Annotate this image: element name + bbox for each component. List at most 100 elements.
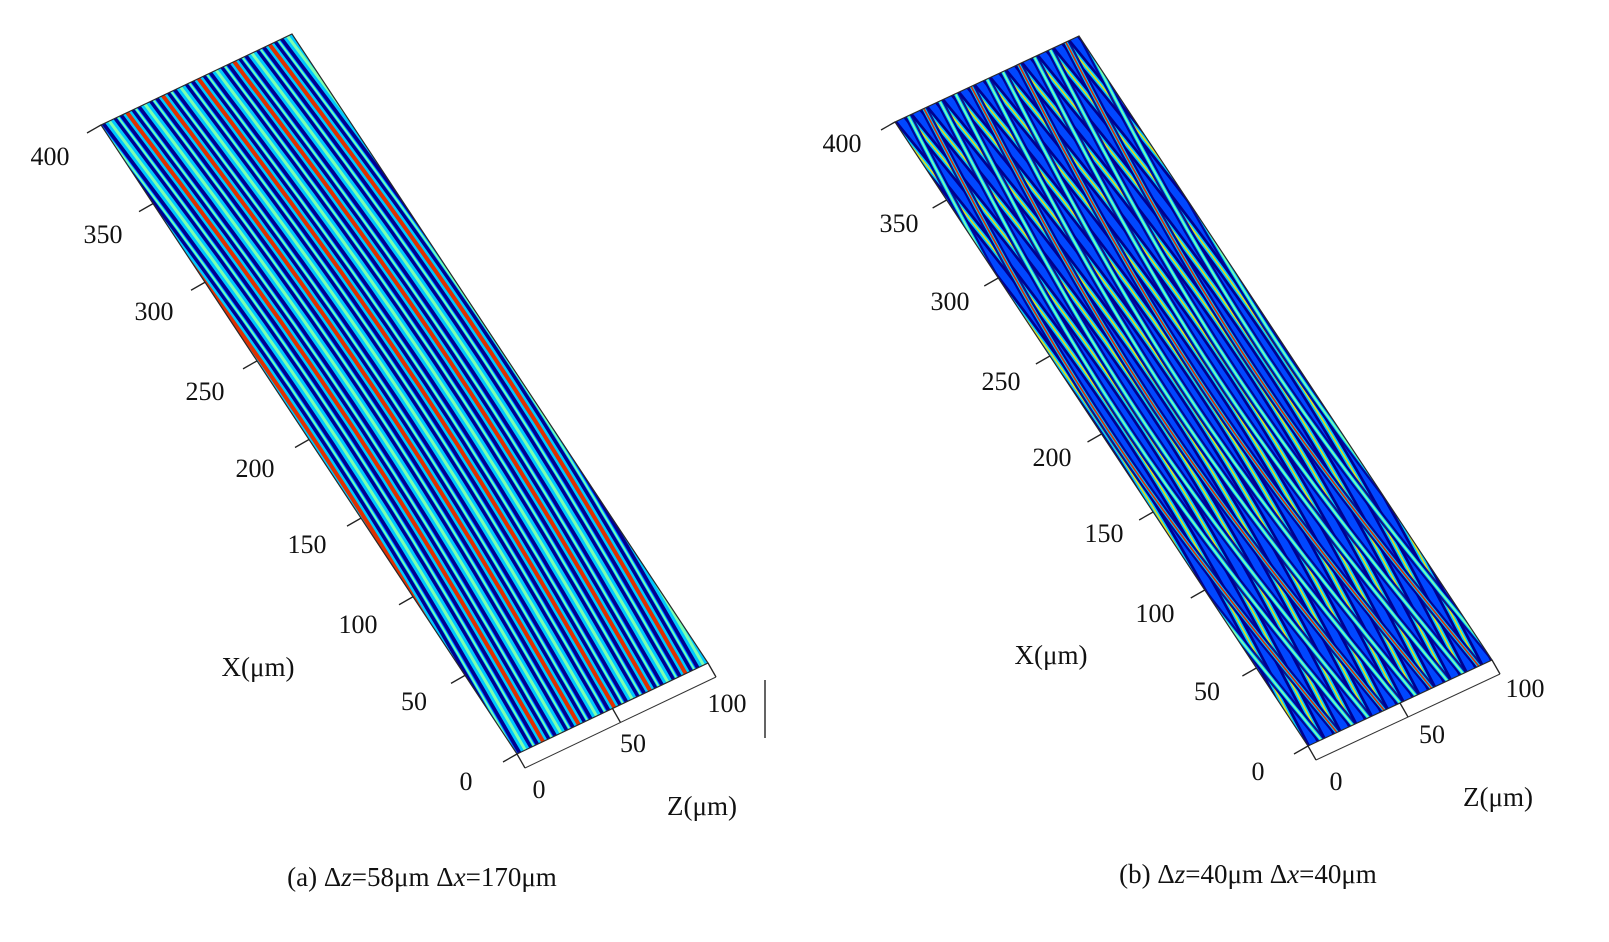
- x-tick-label-b-7: 350: [880, 209, 919, 238]
- x-tick-label-a-8: 400: [31, 142, 70, 171]
- z-tick-mark-a-1: [611, 708, 622, 723]
- x-tick-mark-a-7: [138, 203, 154, 213]
- x-tick-label-b-4: 200: [1033, 443, 1072, 472]
- caption-suffix-a: =170μm: [466, 862, 557, 892]
- x-tick-mark-b-0: [1293, 745, 1309, 755]
- x-tick-mark-b-2: [1190, 589, 1206, 599]
- x-tick-mark-b-7: [932, 199, 947, 209]
- fringe-fam2-7-layer-2: [969, 45, 1425, 734]
- x-axis-title-b: X(μm): [1015, 640, 1088, 670]
- panel-caption-b: (b) Δz=40μm Δx=40μm: [1119, 859, 1377, 889]
- x-tick-label-a-2: 100: [339, 610, 378, 639]
- fringe-main-9-layer-2: [227, 34, 688, 716]
- z-axis-line-b: [1315, 673, 1501, 761]
- x-tick-label-b-2: 100: [1136, 599, 1175, 628]
- z-tick-label-b-2: 100: [1506, 674, 1545, 703]
- fringe-field-a: [101, 34, 708, 754]
- x-axis-title-a: X(μm): [222, 652, 295, 682]
- x-tick-mark-a-6: [190, 281, 206, 291]
- z-axis-line-a: [524, 676, 717, 769]
- fringe-minor-5-layer-1: [165, 52, 625, 745]
- x-tick-mark-b-4: [1087, 433, 1102, 443]
- x-tick-mark-a-0: [502, 753, 518, 763]
- fringe-minor-7-layer-1: [201, 35, 661, 728]
- x-tick-label-a-5: 250: [186, 377, 225, 406]
- caption-suffix-b: =40μm: [1299, 859, 1377, 889]
- panel-a: 0 50 100 0 50 100 150 200 250 300 350 400 X(μm) Z(μm)…: [31, 33, 766, 892]
- fringe-minor-0-layer-1: [101, 94, 536, 754]
- fringe-fam2-13-layer-2: [1063, 36, 1492, 689]
- panel-caption-a: (a) Δz=58μm Δx=170μm: [287, 862, 557, 892]
- x-tick-mark-a-5: [242, 360, 258, 370]
- z-tick-mark-a-0: [516, 753, 526, 769]
- caption-v2-b: x: [1286, 859, 1299, 889]
- fringe-minor-6-layer-1: [183, 43, 643, 737]
- x-tick-label-a-6: 300: [135, 297, 174, 326]
- fringe-fam2-6-layer-2: [953, 53, 1409, 741]
- z-axis-title-a: Z(μm): [667, 791, 737, 821]
- caption-mid-a: =58μm Δ: [352, 862, 454, 892]
- fringe-main-2-layer-2: [102, 80, 564, 754]
- fringe-main-3-layer-2: [120, 72, 581, 754]
- x-tick-label-b-8: 400: [823, 129, 862, 158]
- plot-border-a: [100, 33, 709, 755]
- x-tick-label-a-0: 0: [460, 767, 473, 796]
- x-tick-mark-b-5: [1035, 355, 1051, 365]
- fringe-fam2-9-layer-2: [1000, 36, 1457, 719]
- x-tick-label-a-1: 50: [401, 687, 427, 716]
- x-tick-mark-a-2: [398, 596, 414, 606]
- fringe-minor-8-layer-1: [219, 34, 679, 720]
- x-tick-mark-a-4: [294, 438, 310, 449]
- caption-v2-a: x: [453, 862, 466, 892]
- caption-v1-b: z: [1174, 859, 1186, 889]
- z-tick-mark-b-1: [1399, 702, 1409, 718]
- x-tick-label-b-1: 50: [1194, 677, 1220, 706]
- x-tick-mark-b-1: [1242, 667, 1257, 677]
- x-tick-label-a-7: 350: [84, 220, 123, 249]
- fringe-fam2-5-layer-2: [937, 60, 1394, 746]
- caption-prefix-b: (b) Δ: [1119, 859, 1175, 889]
- fringe-fam2-4-layer-2: [921, 67, 1378, 746]
- fringe-fam2-10-layer-2: [1016, 36, 1473, 712]
- z-tick-mark-b-2: [1491, 659, 1501, 675]
- caption-v1-a: z: [340, 862, 352, 892]
- x-tick-mark-a-8: [86, 124, 102, 134]
- x-tick-label-b-0: 0: [1252, 757, 1265, 786]
- fringe-minor-1-layer-1: [101, 86, 554, 754]
- fringe-minor-9-layer-1: [237, 34, 696, 711]
- z-tick-label-b-1: 50: [1419, 720, 1445, 749]
- panel-b: 0 50 100 0 50 100 150 200 250 300 350 400 X(μm) Z(μm)…: [823, 35, 1545, 889]
- x-tick-label-b-3: 150: [1085, 519, 1124, 548]
- fringe-main-1-layer-2: [101, 89, 546, 754]
- fringe-minor-3-layer-1: [130, 69, 589, 754]
- z-tick-label-a-0: 0: [533, 775, 546, 804]
- fringe-minor-4-layer-1: [147, 60, 607, 754]
- z-axis-title-b: Z(μm): [1463, 782, 1533, 812]
- x-tick-label-b-5: 250: [982, 367, 1021, 396]
- fringe-fam2-11-layer-2: [1032, 36, 1488, 704]
- fringe-main-4-layer-2: [138, 63, 600, 754]
- fringe-fam2-8-layer-2: [984, 38, 1441, 726]
- z-tick-label-a-1: 50: [620, 729, 646, 758]
- x-tick-label-b-6: 300: [931, 287, 970, 316]
- fringe-main-7-layer-2: [192, 38, 653, 733]
- z-tick-mark-a-2: [707, 662, 717, 678]
- fringe-main-6-layer-2: [173, 46, 635, 741]
- x-tick-label-a-4: 200: [236, 454, 275, 483]
- caption-prefix-a: (a) Δ: [287, 862, 341, 892]
- caption-mid-b: =40μm Δ: [1185, 859, 1287, 889]
- fringe-main-5-layer-2: [156, 55, 617, 750]
- x-tick-label-a-3: 150: [288, 530, 327, 559]
- z-tick-label-b-0: 0: [1330, 767, 1343, 796]
- fringe-minor-2-layer-1: [112, 77, 572, 754]
- fringe-fam2-12-layer-2: [1047, 36, 1492, 697]
- x-tick-mark-a-3: [346, 517, 362, 527]
- fringe-fam2-3-layer-2: [905, 75, 1362, 746]
- fringe-main-10-layer-2: [245, 34, 707, 708]
- fringe-main-8-layer-2: [209, 34, 671, 725]
- z-tick-mark-b-0: [1307, 745, 1317, 761]
- x-tick-mark-b-3: [1138, 511, 1154, 521]
- x-tick-mark-a-1: [450, 674, 466, 684]
- z-tick-label-a-2: 100: [708, 689, 747, 718]
